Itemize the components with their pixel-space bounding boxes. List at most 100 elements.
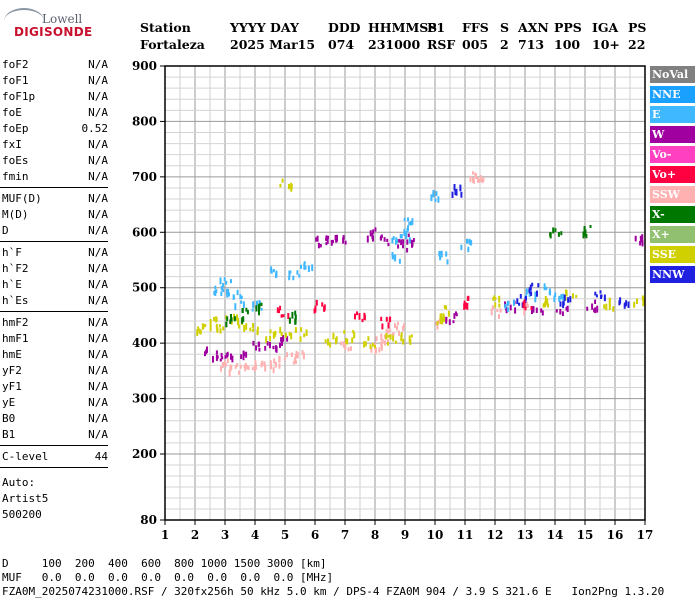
header-value: 2025 Mar15 (230, 37, 316, 52)
echo-point (395, 237, 398, 242)
param-row: foF1 N/A (2, 74, 108, 90)
echo-point (354, 313, 356, 320)
echo-point (392, 335, 395, 342)
param-value: N/A (88, 90, 108, 103)
y-tick-label: 900 (132, 59, 157, 73)
echo-point (215, 324, 218, 329)
echo-point (531, 282, 534, 287)
echo-point (506, 307, 509, 312)
echo-point (280, 337, 283, 342)
echo-point (437, 196, 440, 203)
echo-point (394, 340, 397, 344)
echo-point (608, 297, 611, 303)
echo-point (492, 297, 495, 301)
echo-point (340, 341, 342, 346)
echo-point (562, 293, 565, 299)
echo-point (582, 231, 585, 239)
y-tick-label: 600 (132, 225, 157, 239)
echo-point (441, 317, 444, 323)
echo-point (381, 323, 384, 330)
echo-point (372, 229, 375, 234)
echo-point (397, 321, 399, 325)
echo-point (349, 346, 352, 351)
echo-point (255, 345, 257, 351)
echo-point (288, 275, 291, 281)
echo-point (509, 304, 512, 311)
header-label: IGA (592, 20, 619, 35)
echo-point (323, 304, 326, 311)
echo-point (334, 338, 337, 345)
echo-point (385, 316, 388, 322)
digisonde-logo: Lowell DIGISONDE (4, 6, 114, 46)
echo-point (411, 218, 414, 226)
param-value: N/A (88, 278, 108, 291)
param-value: N/A (88, 412, 108, 425)
echo-point (351, 337, 354, 344)
echo-point (258, 311, 260, 316)
echo-point (554, 292, 557, 297)
echo-point (258, 300, 261, 304)
header-value: 10+ (592, 37, 620, 52)
echo-point (344, 240, 347, 245)
echo-point (436, 323, 439, 330)
echo-point (554, 228, 557, 232)
param-row: D N/A (2, 224, 108, 240)
echo-point (224, 355, 227, 359)
echo-point (398, 239, 401, 243)
echo-point (352, 330, 355, 334)
echo-point (472, 177, 474, 183)
echo-point (324, 339, 327, 344)
echo-point (401, 326, 404, 332)
echo-point (435, 321, 438, 326)
echo-point (589, 225, 592, 228)
echo-point (534, 298, 537, 303)
echo-point (314, 305, 317, 313)
echo-point (641, 234, 644, 241)
echo-point (249, 327, 252, 332)
param-row: foF2 N/A (2, 58, 108, 74)
echo-point (258, 307, 260, 313)
echo-point (399, 234, 402, 239)
x-tick-label: 12 (487, 528, 504, 542)
echo-point (455, 311, 457, 316)
echo-point (304, 265, 307, 270)
y-tick-label: 200 (132, 447, 157, 461)
echo-point (366, 235, 369, 243)
echo-point (291, 311, 294, 319)
echo-point (385, 328, 388, 335)
echo-point (222, 282, 225, 288)
echo-point (380, 316, 383, 321)
echo-point (447, 310, 450, 317)
echo-point (347, 347, 350, 352)
echo-point (286, 352, 288, 358)
echo-point (292, 275, 295, 281)
echo-point (530, 306, 533, 310)
echo-point (251, 366, 254, 371)
echo-point (272, 366, 275, 374)
echo-point (258, 347, 261, 352)
echo-point (316, 235, 319, 242)
param-value: N/A (88, 138, 108, 151)
echo-point (266, 341, 269, 346)
echo-point (591, 303, 594, 310)
echo-point (221, 364, 224, 368)
param-row: C-level 44 (2, 450, 108, 466)
echo-point (280, 314, 283, 318)
echo-point (595, 294, 598, 298)
param-value: N/A (88, 246, 108, 259)
echo-point (279, 305, 282, 311)
echo-point (640, 236, 642, 243)
echo-point (303, 261, 306, 265)
echo-point (222, 326, 225, 331)
echo-point (451, 191, 454, 198)
param-value: N/A (88, 348, 108, 361)
echo-point (522, 304, 525, 309)
param-name: yF2 (2, 364, 22, 377)
echo-point (226, 353, 229, 357)
x-tick-label: 15 (577, 528, 594, 542)
x-tick-label: 9 (401, 528, 409, 542)
param-name: foF2 (2, 58, 29, 71)
echo-point (242, 356, 245, 361)
param-name: fxI (2, 138, 22, 151)
auto-scaling-text: 500200 (2, 508, 42, 521)
